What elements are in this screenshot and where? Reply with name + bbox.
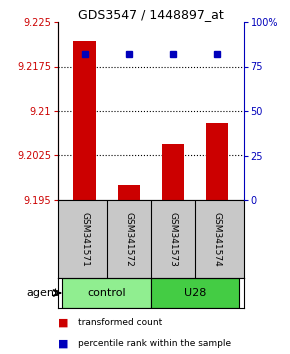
- Title: GDS3547 / 1448897_at: GDS3547 / 1448897_at: [78, 8, 224, 21]
- Bar: [62, 278, 151, 308]
- Text: GSM341572: GSM341572: [124, 212, 133, 266]
- Text: transformed count: transformed count: [78, 318, 163, 327]
- Text: ■: ■: [58, 338, 68, 348]
- Text: GSM341573: GSM341573: [168, 212, 177, 267]
- Text: percentile rank within the sample: percentile rank within the sample: [78, 339, 231, 348]
- Bar: [162, 144, 184, 200]
- Bar: [73, 41, 96, 200]
- Bar: [206, 123, 228, 200]
- Bar: [151, 278, 239, 308]
- Text: agent: agent: [26, 288, 59, 298]
- Text: GSM341574: GSM341574: [213, 212, 222, 266]
- Text: GSM341571: GSM341571: [80, 212, 89, 267]
- Text: control: control: [87, 288, 126, 298]
- Bar: [118, 185, 140, 200]
- Text: U28: U28: [184, 288, 206, 298]
- Text: ■: ■: [58, 317, 68, 327]
